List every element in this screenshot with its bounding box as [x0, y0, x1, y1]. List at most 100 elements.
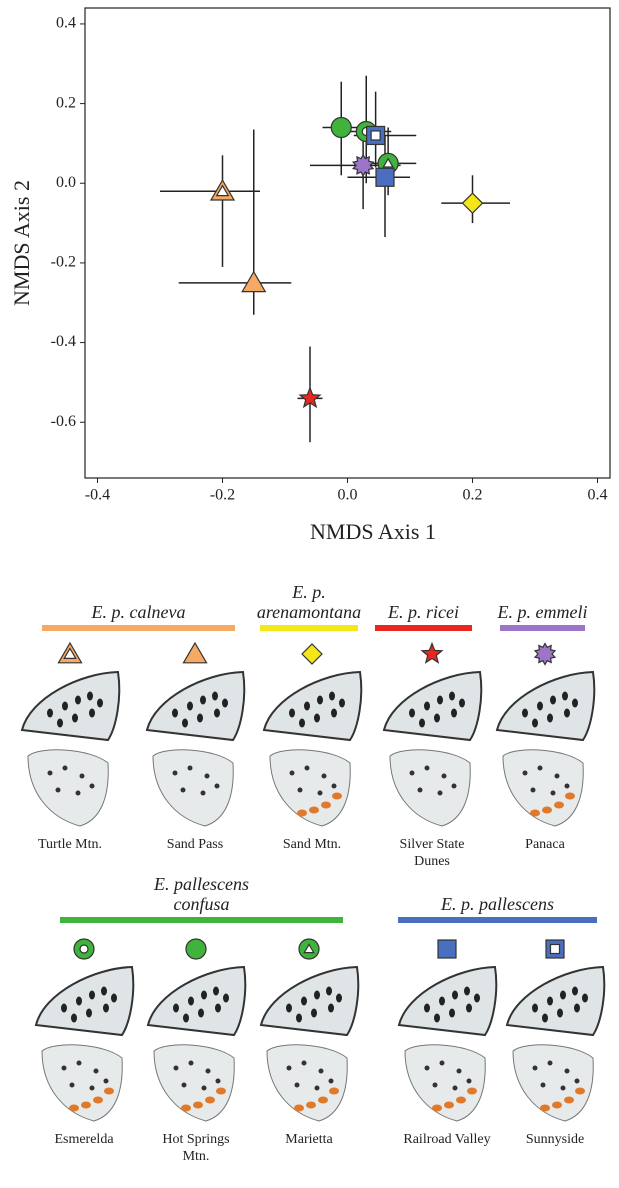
wing-spot [314, 713, 320, 723]
group-title: E. p. emmeli [497, 602, 588, 622]
wing-spot [331, 708, 337, 718]
wing-spot [560, 1085, 566, 1091]
hindwing [512, 1044, 594, 1122]
wing-spot [572, 986, 578, 996]
orange-spot [432, 1104, 442, 1112]
wing-spot [286, 1003, 292, 1013]
wing-spot [188, 1060, 194, 1066]
wing-spot [474, 993, 480, 1003]
wing-spot [304, 701, 310, 711]
marker-inner [303, 943, 315, 954]
x-tick-label: 0.2 [463, 487, 483, 504]
marker-shape [298, 386, 322, 409]
marker-shape [182, 641, 208, 664]
point [241, 270, 267, 293]
point [298, 386, 322, 409]
wing-spot [304, 765, 310, 771]
wing-spot [75, 790, 81, 796]
marker-inner [63, 647, 77, 660]
orange-spot [104, 1087, 114, 1095]
wing-spot [537, 701, 543, 711]
wing-spot [299, 718, 305, 728]
orange-spot [297, 809, 307, 817]
wing-spot [301, 1060, 307, 1066]
wing-spot [424, 701, 430, 711]
wing-spot [564, 783, 570, 789]
hindwing [153, 1044, 235, 1122]
wing-spot [62, 765, 68, 771]
butterfly-image [145, 670, 246, 827]
orange-spot [456, 1096, 466, 1104]
wing-spot [72, 713, 78, 723]
wing-spot [564, 708, 570, 718]
y-tick-label: 0.2 [56, 94, 76, 111]
wing-spot [449, 1008, 455, 1018]
group-title: E. p. pallescens [441, 894, 554, 914]
wing-spot [97, 698, 103, 708]
forewing [259, 965, 360, 1037]
marker-shape [330, 116, 352, 139]
orange-spot [205, 1096, 215, 1104]
wing-spot [547, 1060, 553, 1066]
wing-spot [180, 787, 186, 793]
wing-spot [439, 996, 445, 1006]
legend-marker [420, 641, 444, 664]
wing-spot [331, 783, 337, 789]
y-tick-label: -0.4 [51, 333, 76, 350]
wing-spot [328, 1078, 334, 1084]
wing-spot [547, 713, 553, 723]
hindwing [41, 1044, 123, 1122]
forewing [146, 965, 247, 1037]
wing-spot [173, 1003, 179, 1013]
wing-spot [537, 765, 543, 771]
wing-spot [89, 1085, 95, 1091]
wing-spot [47, 770, 53, 776]
wing-spot [432, 1082, 438, 1088]
wing-spot [550, 695, 556, 705]
wing-spot [214, 708, 220, 718]
wing-spot [547, 996, 553, 1006]
wing-spot [212, 691, 218, 701]
wing-spot [452, 990, 458, 1000]
hindwing [389, 749, 471, 827]
marker-shape [351, 153, 375, 178]
wing-spot [522, 708, 528, 718]
marker-shape [241, 270, 267, 293]
wing-spot [76, 996, 82, 1006]
wing-spot [75, 695, 81, 705]
wing-spot [434, 713, 440, 723]
orange-spot [542, 806, 552, 814]
orange-spot [444, 1101, 454, 1109]
marker-shape [375, 167, 395, 187]
wing-spot [183, 1013, 189, 1023]
location-label: Sunnyside [525, 1132, 585, 1147]
wing-spot [205, 1068, 211, 1074]
forewing [145, 670, 246, 742]
wing-spot [336, 993, 342, 1003]
wing-spot [89, 990, 95, 1000]
wing-spot [459, 698, 465, 708]
orange-spot [309, 806, 319, 814]
wing-spot [451, 708, 457, 718]
orange-spot [467, 1087, 477, 1095]
plot-frame [84, 7, 611, 479]
marker-shape [185, 938, 207, 960]
x-axis-label: NMDS Axis 1 [310, 519, 436, 544]
legend-marker [533, 642, 557, 666]
butterfly-image [259, 965, 360, 1122]
wing-spot [439, 1060, 445, 1066]
orange-spot [216, 1087, 226, 1095]
hindwing [266, 1044, 348, 1122]
wing-spot [200, 790, 206, 796]
wing-spot [532, 1065, 538, 1071]
legend-marker [298, 938, 320, 960]
wing-spot [311, 1008, 317, 1018]
wing-spot [103, 1078, 109, 1084]
orange-spot [93, 1096, 103, 1104]
wing-spot [111, 993, 117, 1003]
orange-spot [181, 1104, 191, 1112]
wing-spot [339, 698, 345, 708]
legend-marker [437, 939, 457, 959]
